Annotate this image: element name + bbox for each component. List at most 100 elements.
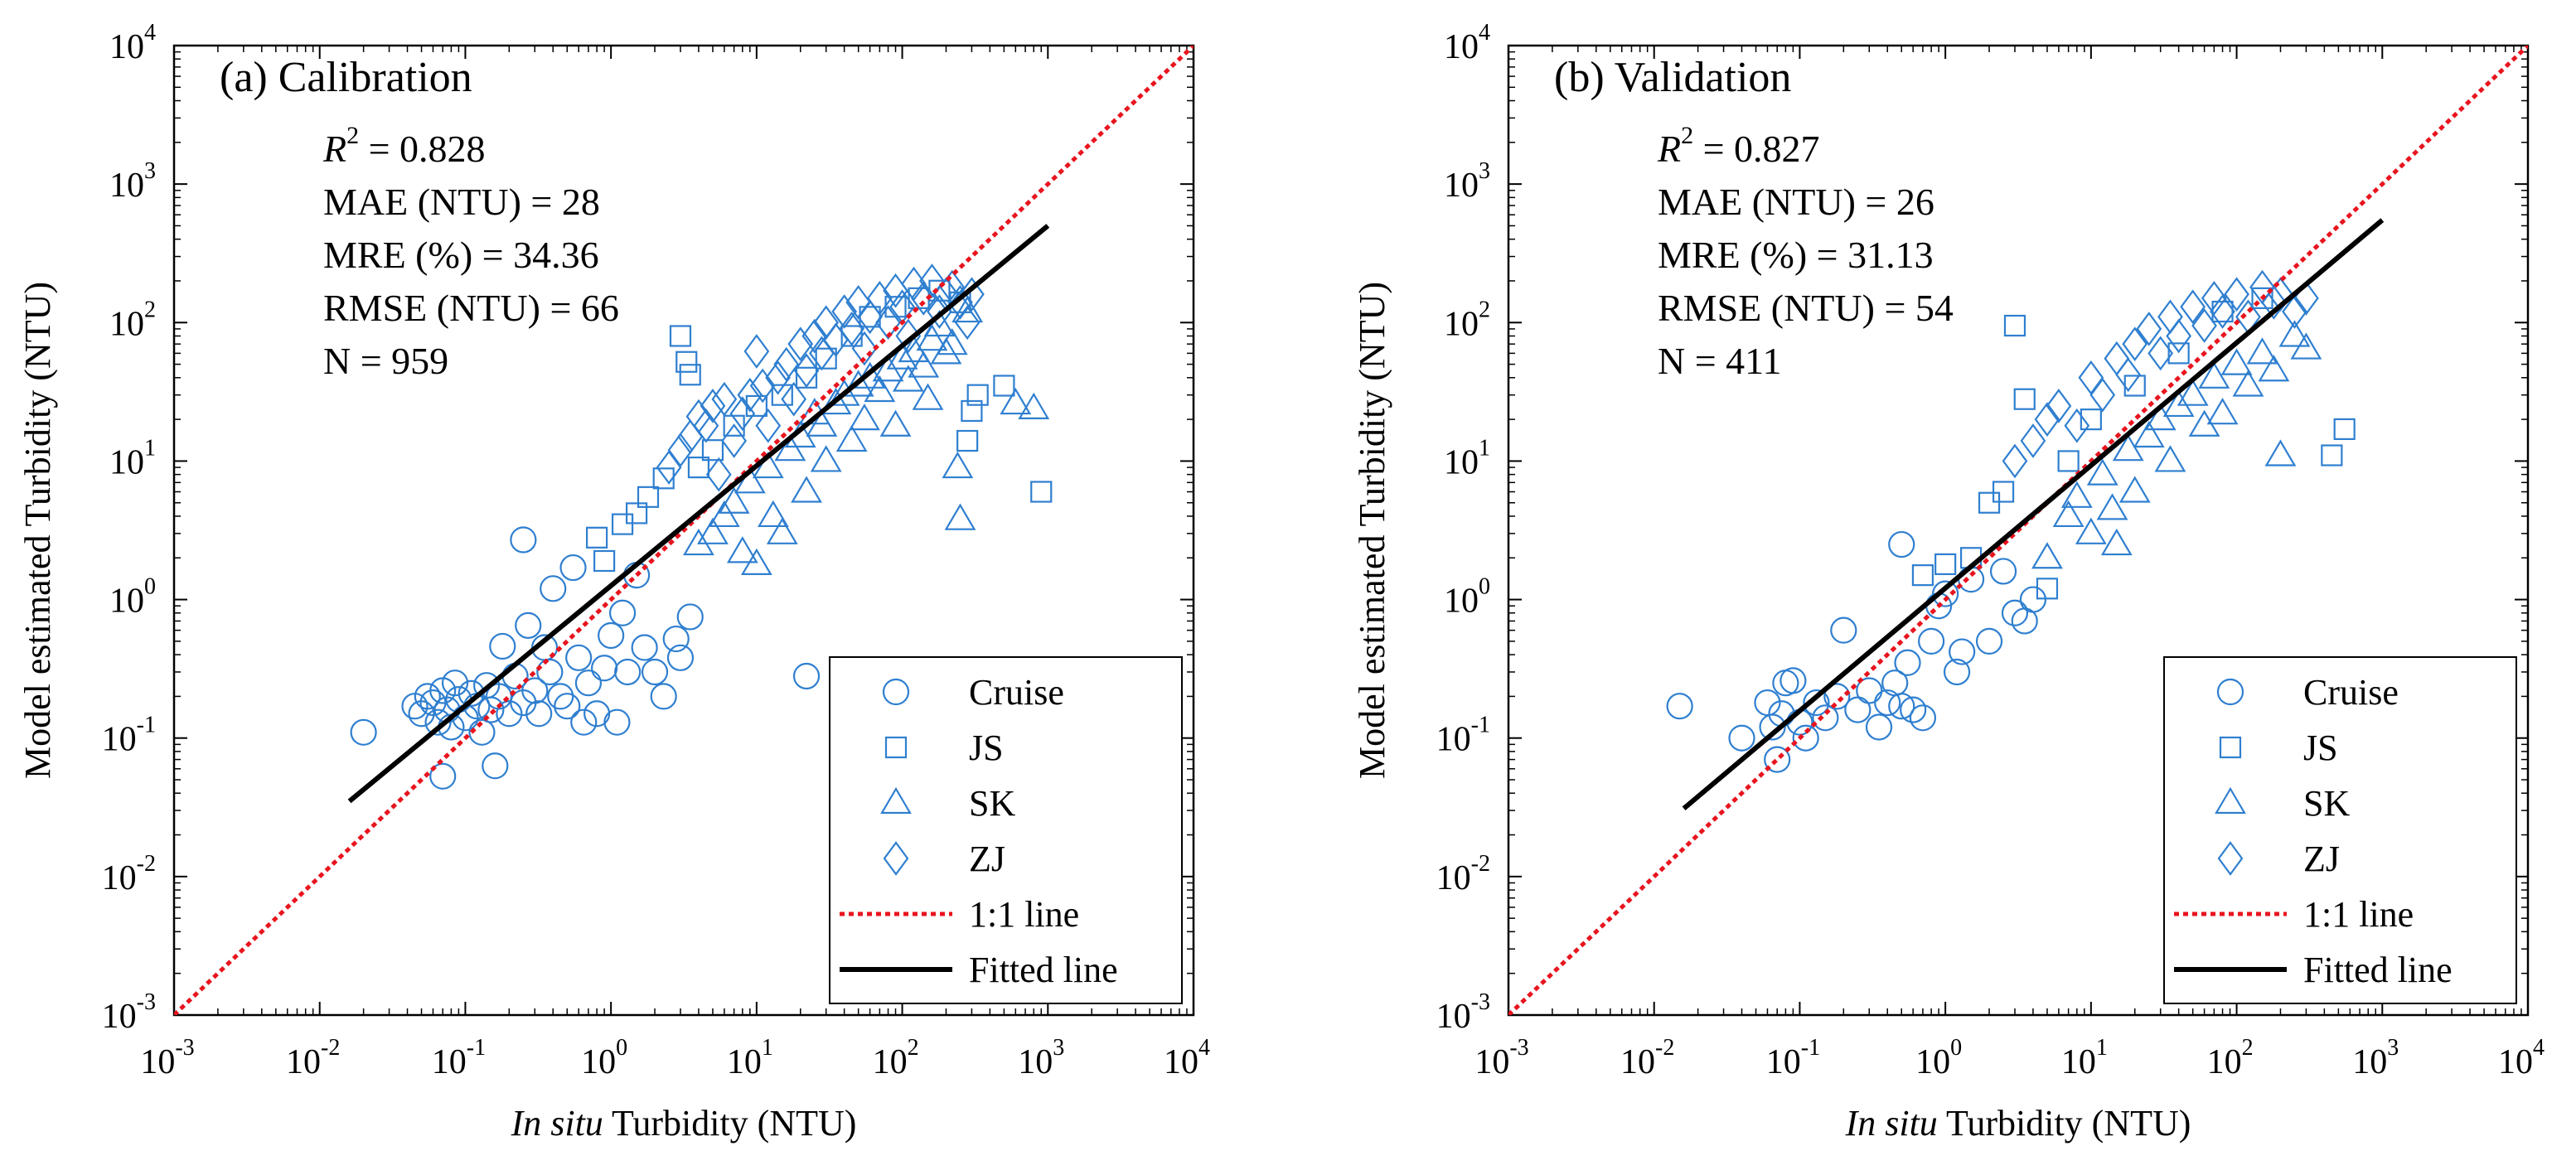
data-point xyxy=(2210,294,2235,329)
data-point xyxy=(2191,308,2217,343)
x-tick-label: 10-2 xyxy=(1620,1035,1674,1081)
data-point xyxy=(631,634,658,661)
data-point xyxy=(815,347,837,370)
data-point xyxy=(477,696,505,723)
data-point xyxy=(614,658,642,686)
fitted-line xyxy=(347,224,1050,804)
data-point xyxy=(723,414,745,437)
legend-label: ZJ xyxy=(2303,839,2340,879)
data-point xyxy=(765,360,791,395)
data-point xyxy=(2003,314,2026,337)
r-squared-stat: R2 = 0.828 xyxy=(322,122,486,170)
y-axis-label: Model estimated Turbidity (NTU) xyxy=(1352,282,1392,779)
data-point xyxy=(757,500,789,528)
data-point xyxy=(831,294,858,329)
data-point xyxy=(485,683,513,710)
legend: Cruise JS SK ZJ 1:1 line Fitted line xyxy=(829,656,1183,1004)
data-point xyxy=(787,326,814,362)
data-point xyxy=(570,708,598,736)
data-point xyxy=(683,528,714,556)
panel-title: (a) Calibration xyxy=(220,54,472,101)
series-js xyxy=(1911,287,2356,600)
data-point xyxy=(792,662,821,690)
y-tick-label: 10-3 xyxy=(1436,989,1490,1036)
data-point xyxy=(429,762,457,790)
data-point xyxy=(591,655,618,682)
data-point xyxy=(951,295,984,323)
rmse-stat: RMSE (NTU) = 66 xyxy=(323,287,619,329)
legend-marker-zj xyxy=(2217,841,2244,876)
data-point xyxy=(2100,528,2133,556)
data-point xyxy=(1823,683,1851,710)
data-point xyxy=(766,517,798,544)
data-point xyxy=(2019,586,2047,613)
data-point xyxy=(2167,342,2190,365)
data-point xyxy=(2089,377,2116,413)
data-point xyxy=(835,424,868,452)
data-point xyxy=(2122,326,2148,362)
y-tick-label: 103 xyxy=(109,158,156,205)
data-point xyxy=(879,409,912,437)
x-tick-label: 103 xyxy=(1018,1035,1064,1081)
y-tick-label: 102 xyxy=(1444,297,1490,343)
data-point xyxy=(2075,517,2107,544)
data-point xyxy=(916,323,948,351)
data-point xyxy=(2052,500,2085,528)
data-point xyxy=(936,328,968,355)
y-tick-label: 10-2 xyxy=(1436,851,1490,897)
y-tick-label: 100 xyxy=(1444,574,1490,621)
data-point xyxy=(1894,649,1921,676)
data-point xyxy=(414,683,441,710)
panel-title: (b) Validation xyxy=(1554,54,1791,101)
legend-label: Fitted line xyxy=(969,950,1118,990)
data-point xyxy=(886,342,918,370)
data-point xyxy=(793,353,820,389)
x-axis-label: In situ Turbidity (NTU) xyxy=(1845,1103,2191,1143)
data-point xyxy=(842,370,874,397)
x-axis-label: In situ Turbidity (NTU) xyxy=(511,1103,857,1143)
data-point xyxy=(652,467,675,490)
data-point xyxy=(669,325,692,347)
data-point xyxy=(547,683,574,710)
legend-label: JS xyxy=(969,728,1004,768)
one-to-one-line xyxy=(1508,46,2528,1015)
data-point xyxy=(1932,580,1959,607)
data-point xyxy=(1792,724,1819,752)
data-point xyxy=(773,346,800,382)
data-point xyxy=(2002,443,2028,479)
data-point xyxy=(700,389,726,423)
data-point xyxy=(2046,389,2072,423)
data-point xyxy=(749,368,776,404)
legend-label: Cruise xyxy=(969,672,1064,713)
rmse-stat: RMSE (NTU) = 54 xyxy=(1658,287,1954,329)
data-point xyxy=(489,632,516,660)
data-point xyxy=(2177,379,2209,406)
data-point xyxy=(743,334,770,369)
one-to-one-line xyxy=(174,46,1194,1015)
data-point xyxy=(1978,491,2001,514)
data-point xyxy=(875,305,901,341)
data-point xyxy=(711,381,738,417)
x-tick-label: 103 xyxy=(2352,1035,2399,1081)
y-tick-label: 100 xyxy=(109,574,156,621)
legend-box xyxy=(829,656,1183,1004)
data-point xyxy=(1989,558,2017,585)
fitted-line xyxy=(1682,218,2385,811)
data-point xyxy=(2112,434,2144,462)
data-point xyxy=(350,718,377,746)
y-tick-label: 10-2 xyxy=(102,851,156,897)
data-point xyxy=(496,700,523,728)
data-point xyxy=(2232,370,2264,397)
data-point xyxy=(675,351,698,373)
data-point xyxy=(1764,746,1791,773)
y-tick-label: 103 xyxy=(1444,158,1490,205)
data-point xyxy=(2020,423,2046,458)
data-point xyxy=(959,277,985,312)
panel-validation: 10-310-3 10-2 10-2 10-1 10-1 100 100 101 101 102 1… xyxy=(1352,20,2545,1143)
data-point xyxy=(2057,450,2080,472)
data-point xyxy=(851,331,878,366)
data-point xyxy=(1844,696,1871,723)
legend: Cruise JS SK ZJ 1:1 line Fitted line xyxy=(2163,656,2517,1004)
data-point xyxy=(705,457,732,492)
